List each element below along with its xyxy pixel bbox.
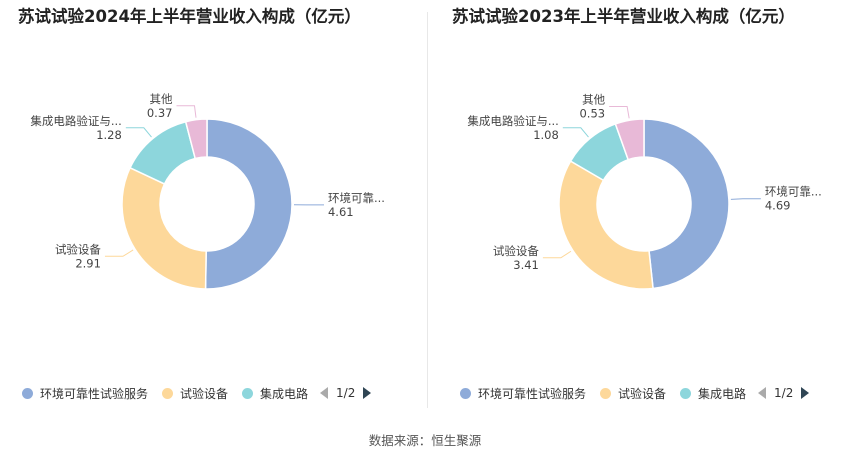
chart-panel-2024: 苏试试验2024年上半年营业收入构成（亿元） 环境可靠... 4.61 试验设备 2.… bbox=[0, 0, 427, 410]
legend-item[interactable]: 集成电路 bbox=[242, 385, 308, 402]
slice-category-label: 环境可靠... bbox=[328, 191, 385, 205]
pie-slice[interactable] bbox=[558, 160, 654, 290]
slice-category-label: 环境可靠... bbox=[765, 185, 822, 199]
slice-value-label: 4.69 bbox=[765, 199, 791, 213]
chart-title: 苏试试验2023年上半年营业收入构成（亿元） bbox=[452, 7, 795, 26]
slice-leader-line bbox=[104, 249, 134, 257]
slice-leader-line bbox=[176, 105, 197, 118]
slice-leader-line bbox=[609, 105, 630, 119]
panel-divider bbox=[427, 12, 428, 408]
slice-value-label: 4.61 bbox=[328, 205, 354, 219]
legend-label: 环境可靠性试验服务 bbox=[478, 386, 587, 401]
slice-leader-line bbox=[542, 250, 572, 259]
slice-category-label: 集成电路验证与... bbox=[30, 114, 121, 128]
slice-value-label: 0.53 bbox=[579, 106, 605, 120]
legend-label: 集成电路 bbox=[260, 386, 309, 401]
legend-marker bbox=[680, 387, 692, 399]
legend-item[interactable]: 试验设备 bbox=[162, 385, 228, 402]
legend-label: 集成电路 bbox=[698, 386, 747, 401]
slice-value-label: 3.41 bbox=[513, 258, 539, 272]
pie-slice[interactable] bbox=[204, 118, 293, 290]
slice-leader-line bbox=[730, 198, 761, 200]
data-source-note: 数据来源：恒生聚源 bbox=[368, 433, 482, 448]
slice-category-label: 试验设备 bbox=[55, 242, 101, 256]
legend-page-indicator: 1/2 bbox=[336, 386, 356, 400]
slice-value-label: 1.08 bbox=[533, 128, 559, 142]
chart-legend: 环境可靠性试验服务 试验设备 集成电路 1/2 bbox=[460, 383, 810, 403]
chart-title: 苏试试验2024年上半年营业收入构成（亿元） bbox=[18, 7, 361, 26]
legend-label: 试验设备 bbox=[180, 386, 229, 401]
legend-pager: 1/2 bbox=[320, 386, 372, 400]
legend-pager: 1/2 bbox=[758, 386, 810, 400]
slice-category-label: 其他 bbox=[149, 92, 172, 106]
legend-prev-arrow-icon[interactable] bbox=[320, 387, 329, 399]
pie-slice[interactable] bbox=[121, 166, 207, 290]
chart-legend: 环境可靠性试验服务 试验设备 集成电路 1/2 bbox=[22, 383, 372, 403]
slice-value-label: 2.91 bbox=[75, 256, 101, 270]
legend-label: 试验设备 bbox=[618, 386, 667, 401]
chart-panel-2023: 苏试试验2023年上半年营业收入构成（亿元） 环境可靠... 4.69 试验设备 3.… bbox=[428, 0, 850, 410]
legend-marker bbox=[162, 387, 174, 399]
slice-leader-line bbox=[125, 127, 152, 138]
legend-item[interactable]: 环境可靠性试验服务 bbox=[22, 385, 148, 402]
slice-leader-line bbox=[562, 127, 589, 138]
slice-value-label: 0.37 bbox=[147, 106, 173, 120]
legend-marker bbox=[600, 387, 612, 399]
legend-label: 环境可靠性试验服务 bbox=[40, 386, 149, 401]
legend-next-arrow-icon[interactable] bbox=[801, 387, 810, 399]
legend-marker bbox=[242, 387, 254, 399]
legend-marker bbox=[22, 387, 33, 399]
slice-category-label: 其他 bbox=[582, 92, 605, 106]
slice-value-label: 1.28 bbox=[96, 128, 122, 142]
slice-category-label: 集成电路验证与... bbox=[467, 114, 558, 128]
pie-slice[interactable] bbox=[184, 118, 208, 160]
pie-slice[interactable] bbox=[614, 118, 645, 161]
legend-next-arrow-icon[interactable] bbox=[363, 387, 372, 399]
legend-marker bbox=[460, 387, 471, 399]
slice-category-label: 试验设备 bbox=[493, 244, 539, 258]
legend-page-indicator: 1/2 bbox=[774, 386, 794, 400]
legend-item[interactable]: 集成电路 bbox=[680, 385, 746, 402]
legend-prev-arrow-icon[interactable] bbox=[758, 387, 767, 399]
pie-slice[interactable] bbox=[643, 118, 730, 290]
legend-item[interactable]: 试验设备 bbox=[600, 385, 666, 402]
legend-item[interactable]: 环境可靠性试验服务 bbox=[460, 385, 586, 402]
